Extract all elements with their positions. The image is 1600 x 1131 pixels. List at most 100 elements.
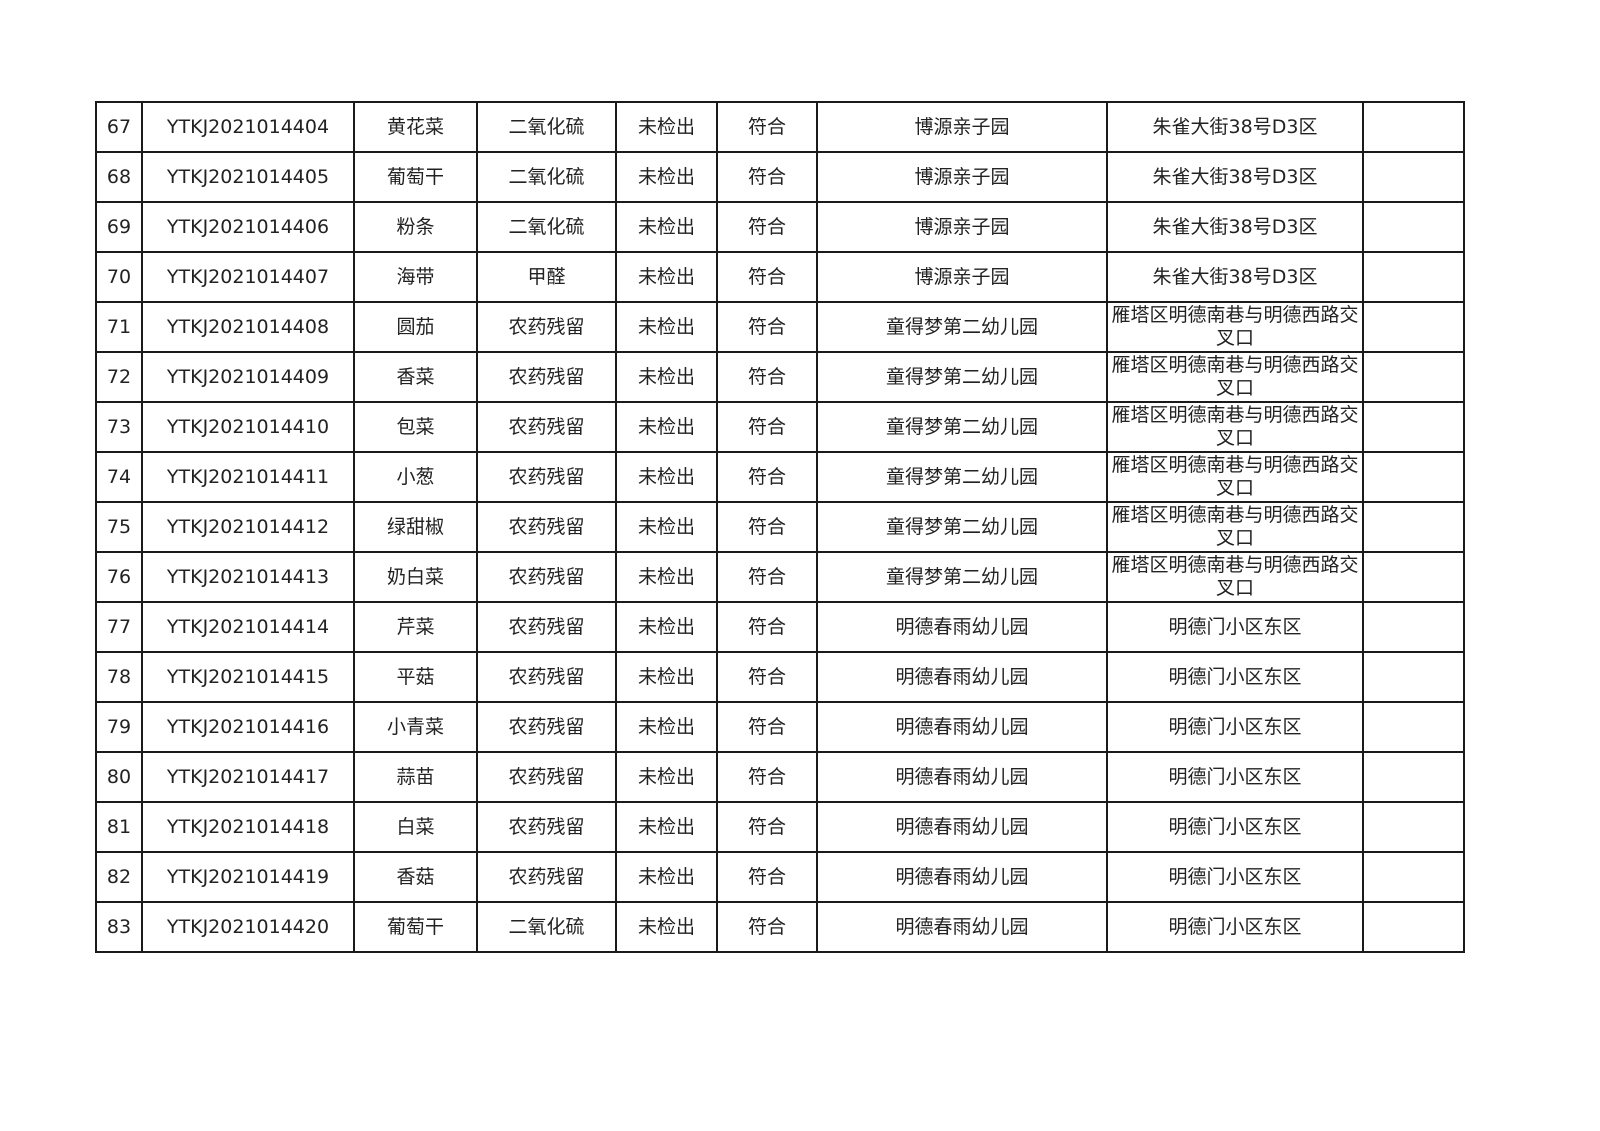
conclusion-cell: 符合	[716, 301, 818, 353]
sample-name-cell: 平菇	[353, 651, 478, 703]
table-row: 81 YTKJ2021014418 白菜 农药残留 未检出 符合 明德春雨幼儿园 明德门小区东…	[95, 801, 1465, 853]
row-number-cell: 72	[95, 351, 143, 403]
remarks-cell	[1362, 351, 1465, 403]
sample-name-cell: 小葱	[353, 451, 478, 503]
unit-address-cell: 雁塔区明德南巷与明德西路交叉口	[1106, 551, 1364, 603]
sample-name-cell: 小青菜	[353, 701, 478, 753]
sample-id-cell: YTKJ2021014410	[141, 401, 355, 453]
unit-name-cell: 明德春雨幼儿园	[816, 701, 1108, 753]
test-result-cell: 未检出	[615, 801, 718, 853]
row-number-cell: 67	[95, 101, 143, 153]
row-number-cell: 73	[95, 401, 143, 453]
unit-address-cell: 明德门小区东区	[1106, 801, 1364, 853]
sample-name-cell: 圆茄	[353, 301, 478, 353]
sample-id-cell: YTKJ2021014415	[141, 651, 355, 703]
unit-address-cell: 明德门小区东区	[1106, 601, 1364, 653]
sample-id-cell: YTKJ2021014411	[141, 451, 355, 503]
test-result-cell: 未检出	[615, 101, 718, 153]
sample-id-cell: YTKJ2021014417	[141, 751, 355, 803]
row-number-cell: 69	[95, 201, 143, 253]
unit-name-cell: 博源亲子园	[816, 201, 1108, 253]
unit-address-cell: 雁塔区明德南巷与明德西路交叉口	[1106, 301, 1364, 353]
unit-name-cell: 明德春雨幼儿园	[816, 901, 1108, 953]
conclusion-cell: 符合	[716, 601, 818, 653]
unit-address-cell: 朱雀大街38号D3区	[1106, 251, 1364, 303]
test-item-cell: 农药残留	[476, 851, 617, 903]
sample-id-cell: YTKJ2021014409	[141, 351, 355, 403]
row-number-cell: 71	[95, 301, 143, 353]
row-number-cell: 77	[95, 601, 143, 653]
sample-id-cell: YTKJ2021014408	[141, 301, 355, 353]
test-result-cell: 未检出	[615, 601, 718, 653]
table-row: 78 YTKJ2021014415 平菇 农药残留 未检出 符合 明德春雨幼儿园 明德门小区东…	[95, 651, 1465, 703]
table-row: 68 YTKJ2021014405 葡萄干 二氧化硫 未检出 符合 博源亲子园 朱雀大街38号…	[95, 151, 1465, 203]
test-result-cell: 未检出	[615, 851, 718, 903]
sample-name-cell: 芹菜	[353, 601, 478, 653]
table-row: 76 YTKJ2021014413 奶白菜 农药残留 未检出 符合 童得梦第二幼儿园 雁塔区明…	[95, 551, 1465, 603]
conclusion-cell: 符合	[716, 501, 818, 553]
test-item-cell: 农药残留	[476, 801, 617, 853]
sample-name-cell: 香菇	[353, 851, 478, 903]
sample-name-cell: 葡萄干	[353, 151, 478, 203]
remarks-cell	[1362, 701, 1465, 753]
sample-name-cell: 奶白菜	[353, 551, 478, 603]
test-item-cell: 农药残留	[476, 351, 617, 403]
sample-name-cell: 蒜苗	[353, 751, 478, 803]
table-row: 83 YTKJ2021014420 葡萄干 二氧化硫 未检出 符合 明德春雨幼儿园 明德门小区…	[95, 901, 1465, 953]
table-row: 77 YTKJ2021014414 芹菜 农药残留 未检出 符合 明德春雨幼儿园 明德门小区东…	[95, 601, 1465, 653]
table-row: 69 YTKJ2021014406 粉条 二氧化硫 未检出 符合 博源亲子园 朱雀大街38号D…	[95, 201, 1465, 253]
sample-name-cell: 白菜	[353, 801, 478, 853]
remarks-cell	[1362, 601, 1465, 653]
conclusion-cell: 符合	[716, 151, 818, 203]
remarks-cell	[1362, 201, 1465, 253]
remarks-cell	[1362, 651, 1465, 703]
sample-id-cell: YTKJ2021014416	[141, 701, 355, 753]
remarks-cell	[1362, 451, 1465, 503]
row-number-cell: 83	[95, 901, 143, 953]
unit-name-cell: 明德春雨幼儿园	[816, 801, 1108, 853]
sample-id-cell: YTKJ2021014405	[141, 151, 355, 203]
unit-name-cell: 明德春雨幼儿园	[816, 751, 1108, 803]
remarks-cell	[1362, 501, 1465, 553]
conclusion-cell: 符合	[716, 701, 818, 753]
unit-address-cell: 雁塔区明德南巷与明德西路交叉口	[1106, 451, 1364, 503]
unit-address-cell: 雁塔区明德南巷与明德西路交叉口	[1106, 351, 1364, 403]
test-item-cell: 农药残留	[476, 551, 617, 603]
row-number-cell: 68	[95, 151, 143, 203]
conclusion-cell: 符合	[716, 851, 818, 903]
sample-id-cell: YTKJ2021014407	[141, 251, 355, 303]
remarks-cell	[1362, 101, 1465, 153]
conclusion-cell: 符合	[716, 201, 818, 253]
test-item-cell: 农药残留	[476, 301, 617, 353]
unit-address-cell: 明德门小区东区	[1106, 651, 1364, 703]
remarks-cell	[1362, 151, 1465, 203]
test-result-cell: 未检出	[615, 251, 718, 303]
unit-address-cell: 明德门小区东区	[1106, 701, 1364, 753]
test-result-cell: 未检出	[615, 451, 718, 503]
conclusion-cell: 符合	[716, 101, 818, 153]
test-result-cell: 未检出	[615, 501, 718, 553]
unit-name-cell: 博源亲子园	[816, 151, 1108, 203]
sample-id-cell: YTKJ2021014419	[141, 851, 355, 903]
sample-name-cell: 香菜	[353, 351, 478, 403]
test-result-cell: 未检出	[615, 551, 718, 603]
test-result-cell: 未检出	[615, 201, 718, 253]
unit-name-cell: 童得梦第二幼儿园	[816, 351, 1108, 403]
table-row: 72 YTKJ2021014409 香菜 农药残留 未检出 符合 童得梦第二幼儿园 雁塔区明德…	[95, 351, 1465, 403]
unit-address-cell: 明德门小区东区	[1106, 851, 1364, 903]
unit-address-cell: 明德门小区东区	[1106, 751, 1364, 803]
test-item-cell: 二氧化硫	[476, 901, 617, 953]
conclusion-cell: 符合	[716, 801, 818, 853]
conclusion-cell: 符合	[716, 901, 818, 953]
test-item-cell: 农药残留	[476, 501, 617, 553]
unit-address-cell: 雁塔区明德南巷与明德西路交叉口	[1106, 401, 1364, 453]
row-number-cell: 70	[95, 251, 143, 303]
conclusion-cell: 符合	[716, 551, 818, 603]
test-item-cell: 二氧化硫	[476, 151, 617, 203]
test-result-cell: 未检出	[615, 351, 718, 403]
remarks-cell	[1362, 901, 1465, 953]
sample-name-cell: 黄花菜	[353, 101, 478, 153]
sample-id-cell: YTKJ2021014420	[141, 901, 355, 953]
remarks-cell	[1362, 301, 1465, 353]
test-item-cell: 农药残留	[476, 651, 617, 703]
